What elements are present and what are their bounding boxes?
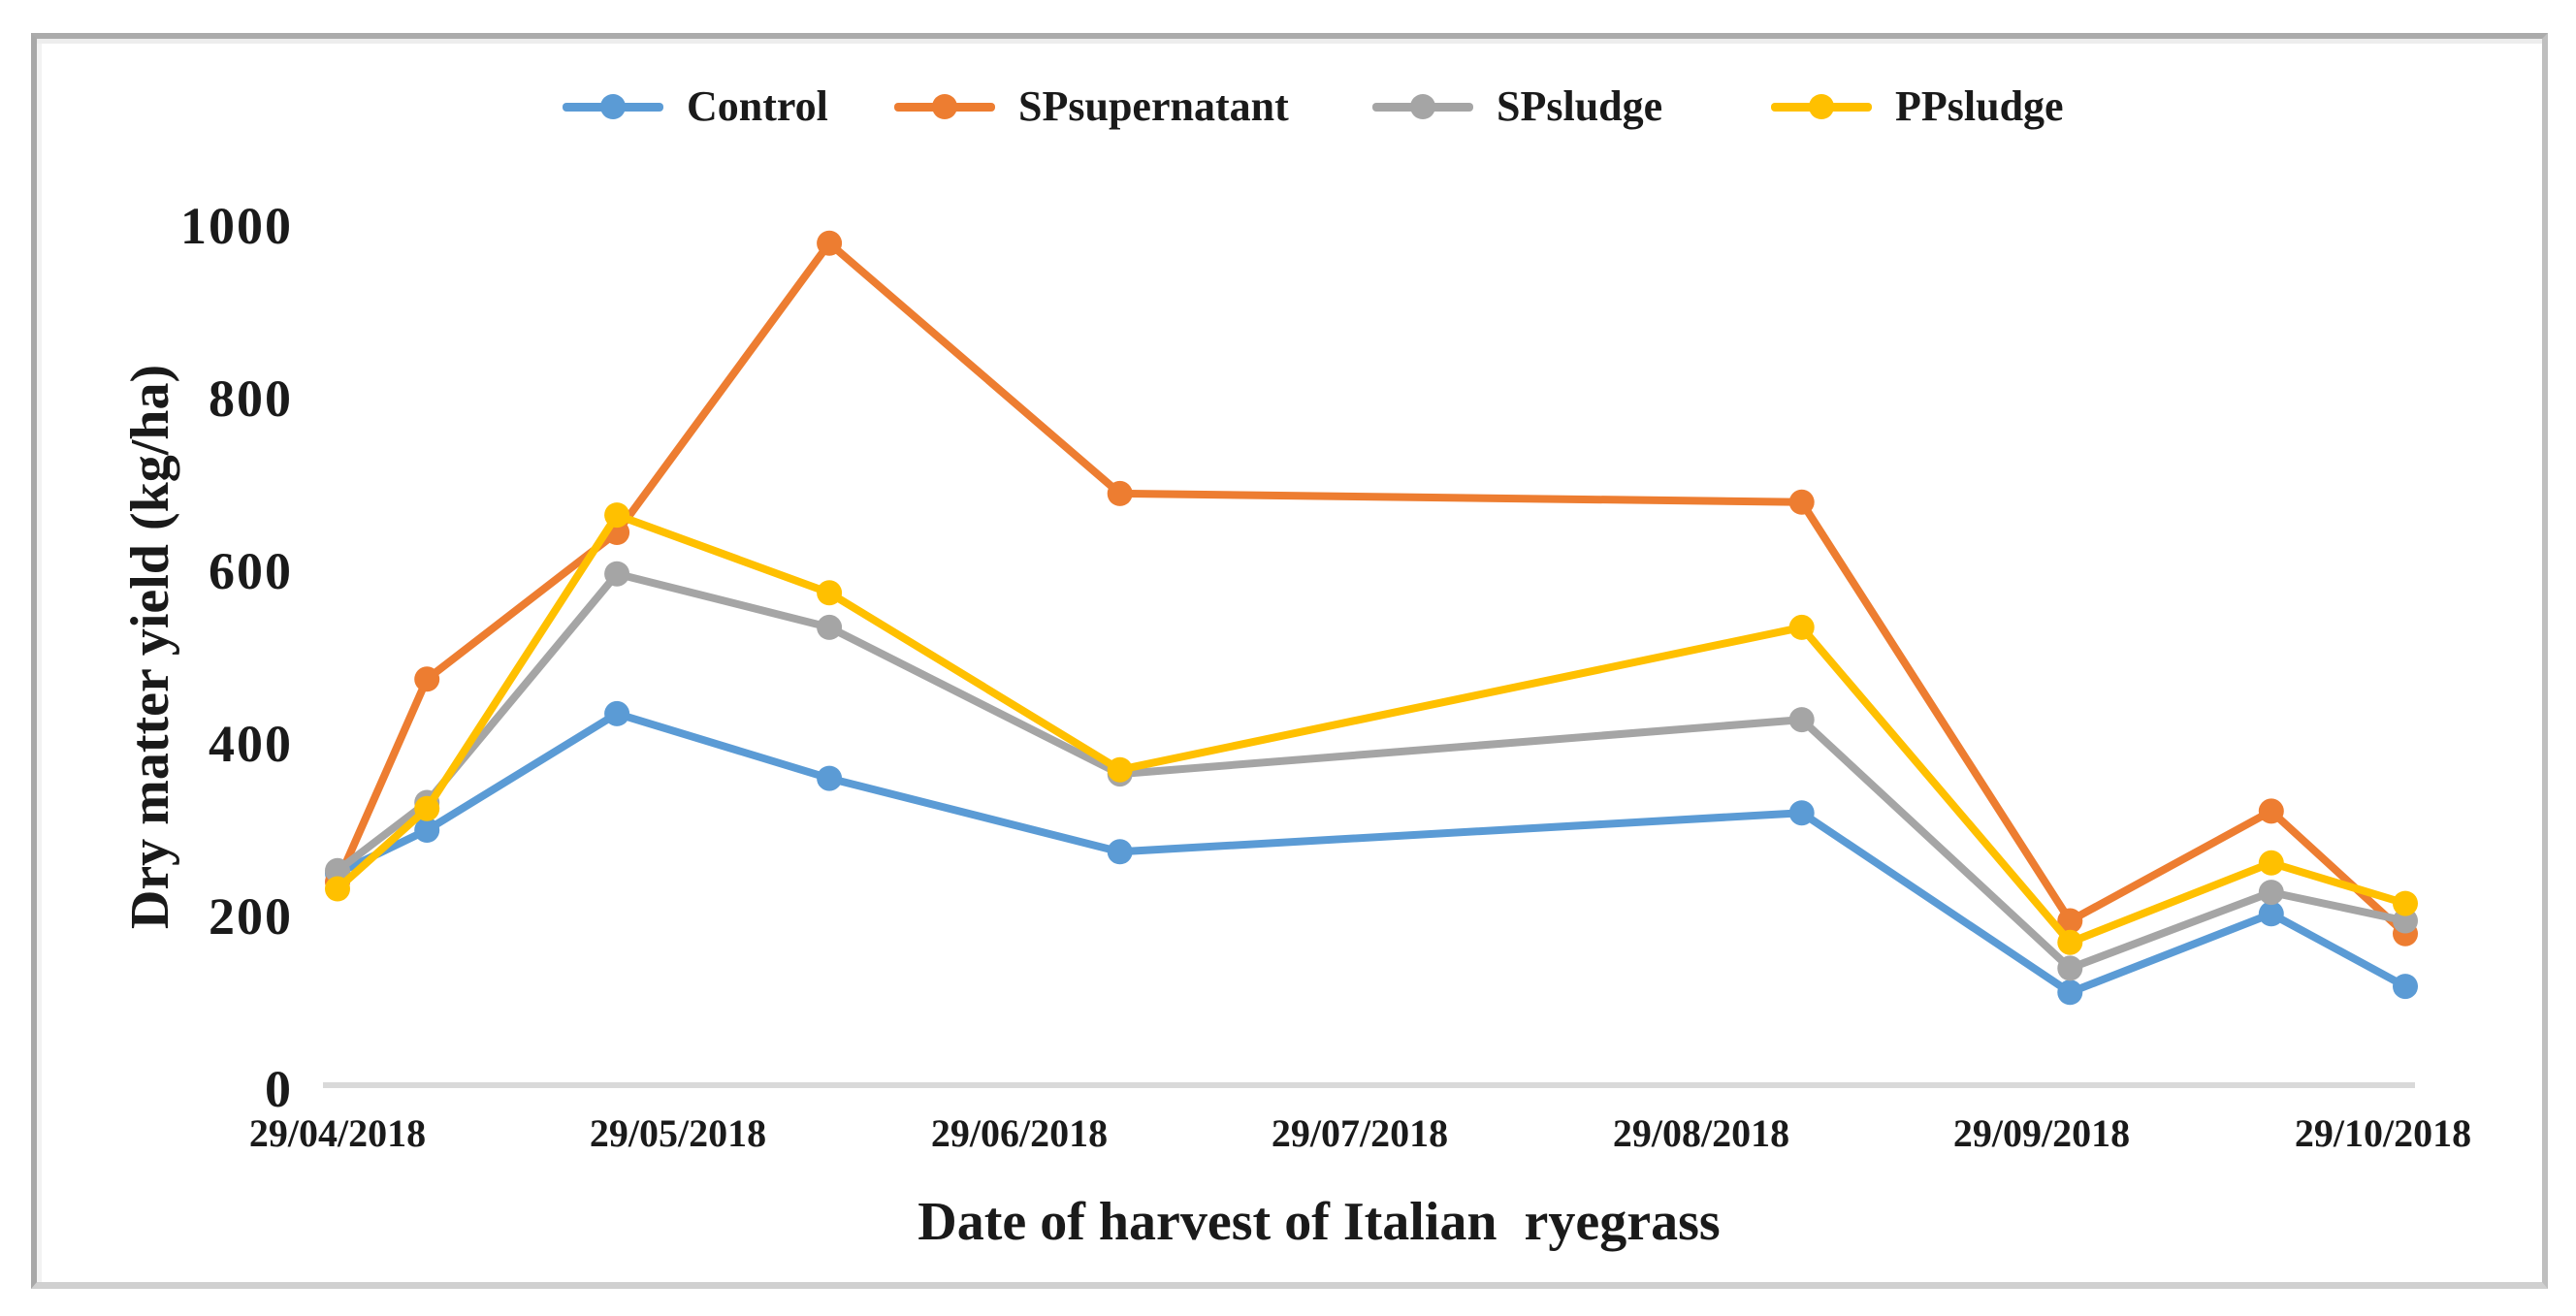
- data-point: [604, 561, 630, 587]
- legend-marker-line-dot-icon: [1372, 89, 1473, 124]
- data-point: [2057, 979, 2083, 1006]
- legend-label: SPsupernatant: [1018, 82, 1289, 130]
- legend-marker-line-dot-icon: [1771, 89, 1872, 124]
- data-point: [325, 876, 350, 902]
- data-point: [2393, 908, 2418, 934]
- data-point: [817, 614, 843, 640]
- legend-label: SPsludge: [1497, 82, 1663, 130]
- data-point: [414, 795, 440, 821]
- legend-item-spsupernatant: SPsupernatant: [894, 80, 1289, 134]
- x-tick-label: 29/07/2018: [1271, 1111, 1449, 1155]
- data-point: [2258, 850, 2284, 876]
- x-axis-title: Date of harvest of Italian ryegrass: [918, 1192, 1721, 1252]
- legend-label: PPsludge: [1895, 82, 2064, 130]
- data-point: [2393, 890, 2418, 916]
- x-tick-label: 29/09/2018: [1952, 1111, 2131, 1155]
- data-point: [1107, 756, 1133, 783]
- data-point: [2057, 929, 2083, 955]
- y-tick-label: 0: [265, 1060, 293, 1118]
- data-point: [1788, 614, 1815, 640]
- y-tick-label: 200: [209, 887, 293, 946]
- legend-item-spsludge: SPsludge: [1372, 80, 1662, 134]
- data-point: [1788, 489, 1815, 515]
- series-PPsludge: [325, 502, 2418, 955]
- legend-marker-line-dot-icon: [894, 89, 995, 124]
- data-point: [817, 580, 843, 606]
- data-point: [817, 230, 843, 256]
- x-tick-label: 29/10/2018: [2294, 1111, 2472, 1155]
- y-axis-title: Dry matter yield (kg/ha): [120, 364, 180, 930]
- series-SPsludge: [325, 561, 2418, 981]
- data-point: [414, 818, 440, 843]
- data-point: [325, 857, 350, 883]
- legend-marker-line-dot-icon: [563, 89, 663, 124]
- y-tick-label: 1000: [180, 197, 293, 255]
- data-point: [604, 700, 630, 726]
- x-tick-label: 29/08/2018: [1612, 1111, 1790, 1155]
- data-point: [1788, 800, 1815, 826]
- data-point: [2258, 880, 2284, 906]
- x-tick-label: 29/05/2018: [589, 1111, 767, 1155]
- x-tick-label: 29/06/2018: [930, 1111, 1109, 1155]
- series-Control: [325, 700, 2418, 1006]
- data-point: [1107, 839, 1133, 865]
- data-point: [2393, 974, 2418, 1000]
- data-point: [1107, 480, 1133, 506]
- data-point: [414, 666, 440, 692]
- data-point: [2057, 908, 2083, 934]
- data-point: [604, 502, 630, 529]
- x-tick-label: 29/04/2018: [248, 1111, 427, 1155]
- data-point: [1788, 707, 1815, 733]
- y-tick-label: 800: [209, 369, 293, 428]
- legend-label: Control: [687, 82, 828, 130]
- legend-item-control: Control: [563, 80, 828, 134]
- y-tick-label: 400: [209, 715, 293, 773]
- data-point: [2258, 901, 2284, 927]
- legend-item-ppsludge: PPsludge: [1771, 80, 2064, 134]
- data-point: [2258, 798, 2284, 824]
- data-point: [2057, 955, 2083, 981]
- y-tick-label: 600: [209, 542, 293, 600]
- series-line: [334, 239, 2409, 938]
- data-point: [817, 765, 843, 791]
